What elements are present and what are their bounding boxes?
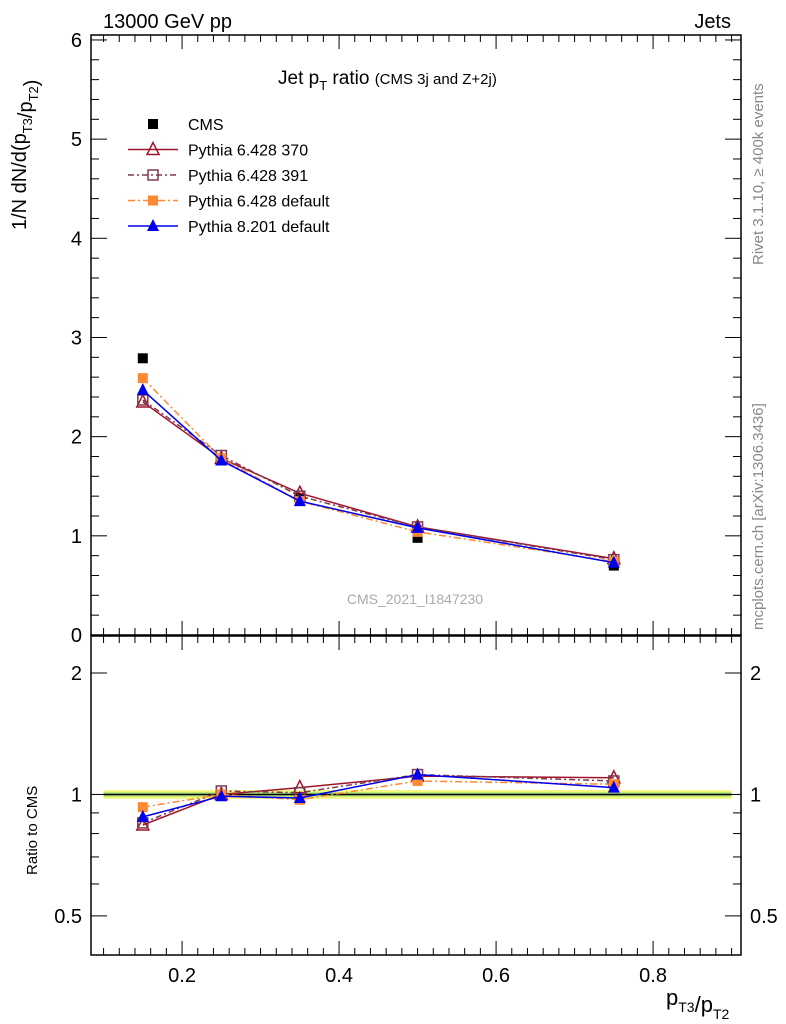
- data-point-pythia-8-201-default: [293, 494, 306, 507]
- x-tick-label: 0.2: [168, 965, 196, 987]
- data-point-pythia-8-201-default: [411, 520, 424, 533]
- y-tick-label: 2: [71, 427, 82, 449]
- ratio-point-pythia-6-428-370: [135, 816, 151, 831]
- y-tick-label: 4: [71, 228, 82, 250]
- header-left: 13000 GeV pp: [103, 11, 232, 33]
- y-tick-label: 0: [71, 625, 82, 647]
- data-point-cms: [137, 353, 148, 364]
- legend-label-pythia-8-201-default: Pythia 8.201 default: [188, 219, 330, 236]
- legend-marker-pythia-8-201-default: [147, 219, 159, 231]
- data-point-pythia-8-201-default: [607, 555, 620, 568]
- side-text-rivet: Rivet 3.1.10, ≥ 400k events: [750, 83, 767, 265]
- ratio-point-pythia-8-201-default: [411, 767, 424, 780]
- series-line-pythia-6-428-default: [142, 377, 614, 563]
- x-tick-label: 0.6: [482, 965, 510, 987]
- x-tick-label: 0.8: [639, 965, 667, 987]
- ratio-plot-frame: [90, 635, 742, 956]
- ratio-y-tick-label: 0.5: [54, 906, 82, 928]
- ratio-point-pythia-6-428-default: [412, 775, 423, 786]
- ratio-point-pythia-6-428-default: [137, 802, 148, 813]
- data-point-pythia-8-201-default: [215, 453, 228, 466]
- ratio-y-tick-label-right: 0.5: [750, 906, 778, 928]
- header-right: Jets: [694, 11, 731, 33]
- legend-label-pythia-6-428-370: Pythia 6.428 370: [188, 143, 308, 160]
- legend-label-pythia-6-428-391: Pythia 6.428 391: [188, 168, 308, 185]
- y-tick-label: 1: [71, 526, 82, 548]
- series-line-pythia-6-428-391: [142, 399, 614, 561]
- data-point-pythia-6-428-default: [137, 373, 148, 384]
- watermark: CMS_2021_I1847230: [347, 591, 483, 607]
- ratio-y-tick-label-right: 2: [750, 663, 761, 685]
- ratio-y-tick-label: 2: [71, 663, 82, 685]
- ratio-y-tick-label: 1: [71, 784, 82, 806]
- ratio-y-tick-label-right: 1: [750, 784, 761, 806]
- data-point-pythia-6-428-370: [135, 393, 151, 408]
- legend-marker-cms: [148, 119, 158, 129]
- data-point-cms: [412, 532, 423, 543]
- series-line-pythia-6-428-370: [142, 401, 614, 560]
- chart-title: Jet pT ratio (CMS 3j and Z+2j): [278, 68, 497, 93]
- series-line-pythia-8-201-default: [142, 389, 614, 564]
- legend-marker-pythia-6-428-370: [145, 140, 161, 156]
- legend-label-pythia-6-428-default: Pythia 6.428 default: [188, 194, 330, 211]
- y-axis-label-ratio: Ratio to CMS: [24, 786, 41, 875]
- y-tick-label: 3: [71, 327, 82, 349]
- ratio-point-pythia-8-201-default: [293, 790, 306, 803]
- main-plot-frame: [90, 34, 742, 636]
- legend-marker-pythia-6-428-391: [147, 169, 159, 181]
- ratio-point-pythia-8-201-default: [607, 780, 620, 793]
- y-axis-label-main: 1/N dN/d(pT3/pT2): [9, 80, 43, 230]
- side-text-mcplots: mcplots.cern.ch [arXiv:1306.3436]: [750, 403, 767, 630]
- ratio-point-pythia-8-201-default: [136, 809, 149, 822]
- y-tick-label: 6: [71, 30, 82, 52]
- ratio-point-pythia-8-201-default: [215, 789, 228, 802]
- x-axis-label: pT3/pT2: [666, 985, 730, 1022]
- y-tick-label: 5: [71, 129, 82, 151]
- x-tick-label: 0.4: [325, 965, 353, 987]
- legend-marker-pythia-6-428-default: [148, 195, 158, 206]
- data-point-pythia-8-201-default: [136, 383, 149, 396]
- legend-label-cms: CMS: [188, 117, 224, 134]
